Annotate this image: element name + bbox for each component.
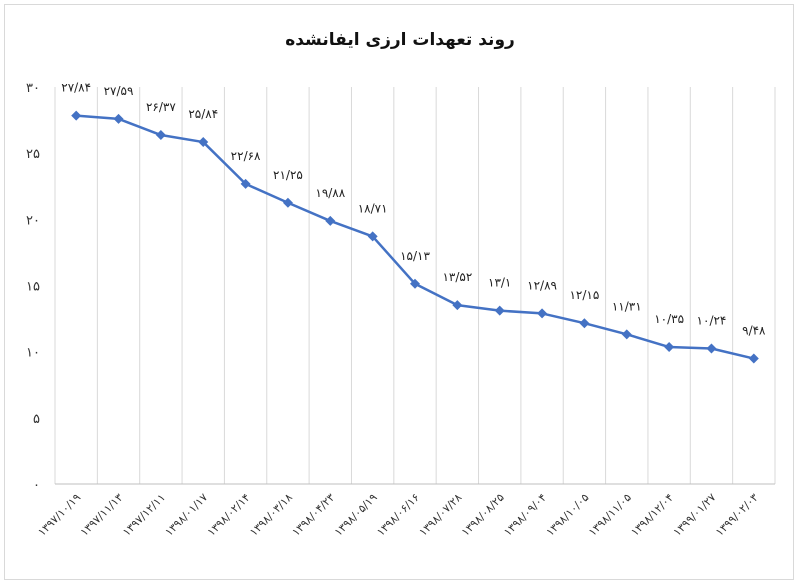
x-tick-label: ۱۳۹۸/۱۰/۰۵ (544, 491, 592, 539)
data-label: ۱۰/۲۴ (697, 313, 727, 327)
data-point (282, 197, 293, 208)
data-label: ۹/۴۸ (742, 324, 766, 338)
data-label: ۱۸/۷۱ (358, 201, 388, 215)
y-tick-label: ۱۵ (26, 280, 40, 295)
y-tick-label: ۵ (33, 412, 40, 427)
data-label: ۱۲/۱۵ (569, 288, 599, 302)
y-tick-label: ۰ (33, 478, 40, 493)
series-line (71, 110, 759, 364)
series-polyline (76, 114, 755, 360)
data-label: ۱۰/۳۵ (654, 312, 684, 326)
data-label: ۲۵/۸۴ (188, 107, 218, 121)
data-point (494, 305, 505, 316)
x-tick-label: ۱۳۹۸/۰۵/۱۹ (332, 491, 380, 539)
data-label: ۲۲/۶۸ (231, 149, 261, 163)
y-tick-label: ۲۵ (26, 147, 40, 162)
data-point (579, 318, 590, 329)
x-tick-label: ۱۳۹۸/۰۲/۱۴ (205, 491, 253, 539)
data-point (452, 300, 463, 311)
data-label: ۲۷/۵۹ (104, 84, 134, 98)
data-label: ۱۳/۱ (488, 276, 511, 290)
y-tick-label: ۳۰ (26, 81, 40, 96)
data-labels: ۲۷/۸۴ ۲۷/۵۹ ۲۶/۳۷ ۲۵/۸۴ ۲۲/۶۸ ۲۱/۲۵ ۱۹/۸۸ ۱۸/۷۱… (61, 81, 766, 338)
data-point (748, 353, 759, 364)
x-tick-label: ۱۳۹۸/۰۳/۱۸ (247, 491, 295, 539)
x-tick-label: ۱۳۹۸/۱۱/۰۵ (586, 491, 634, 539)
gridlines (54, 87, 776, 485)
x-tick-label: ۱۳۹۸/۰۸/۲۵ (459, 491, 507, 539)
data-point (113, 113, 124, 124)
x-tick-label: ۱۳۹۸/۰۹/۰۴ (501, 491, 549, 539)
x-tick-label: ۱۳۹۷/۱۰/۱۹ (35, 491, 83, 539)
data-label: ۲۱/۲۵ (273, 168, 303, 182)
x-tick-label: ۱۳۹۸/۰۶/۱۶ (374, 491, 422, 539)
data-point (71, 110, 82, 121)
data-point (621, 329, 632, 340)
x-tick-label: ۱۳۹۸/۰۴/۲۳ (290, 491, 338, 539)
y-axis: ۰ ۵ ۱۰ ۱۵ ۲۰ ۲۵ ۳۰ (26, 81, 40, 493)
data-label: ۱۹/۸۸ (315, 186, 345, 200)
x-tick-label: ۱۳۹۸/۰۱/۱۷ (162, 491, 210, 539)
x-tick-label: ۱۳۹۹/۰۲/۰۳ (713, 491, 761, 539)
data-label: ۲۷/۸۴ (61, 81, 91, 95)
data-label: ۱۲/۸۹ (527, 278, 557, 292)
data-point (198, 137, 209, 148)
data-point (410, 278, 420, 289)
data-point (664, 342, 675, 353)
data-label: ۱۱/۳۱ (612, 299, 642, 313)
data-label: ۲۶/۳۷ (146, 100, 176, 114)
data-point (325, 215, 336, 226)
chart-title: روند تعهدات ارزی ایفانشده (285, 30, 515, 50)
data-point (240, 178, 251, 189)
x-tick-label: ۱۳۹۸/۰۷/۲۸ (417, 491, 465, 539)
data-point (537, 308, 548, 319)
x-tick-label: ۱۳۹۷/۱۲/۱۱ (120, 491, 168, 539)
data-point (155, 130, 166, 141)
x-tick-label: ۱۳۹۷/۱۱/۱۳ (78, 491, 126, 539)
x-tick-label: ۱۳۹۸/۱۲/۰۴ (628, 491, 676, 539)
data-point (367, 231, 378, 242)
data-label: ۱۳/۵۲ (442, 270, 472, 284)
data-label: ۱۵/۱۳ (400, 249, 430, 263)
x-axis: ۱۳۹۷/۱۰/۱۹۱۳۹۷/۱۱/۱۳۱۳۹۷/۱۲/۱۱۱۳۹۸/۰۱/۱۷… (35, 491, 761, 539)
data-point (706, 343, 717, 354)
y-tick-label: ۲۰ (26, 213, 40, 228)
y-tick-label: ۱۰ (26, 346, 40, 361)
x-tick-label: ۱۳۹۹/۰۱/۲۷ (671, 491, 719, 539)
